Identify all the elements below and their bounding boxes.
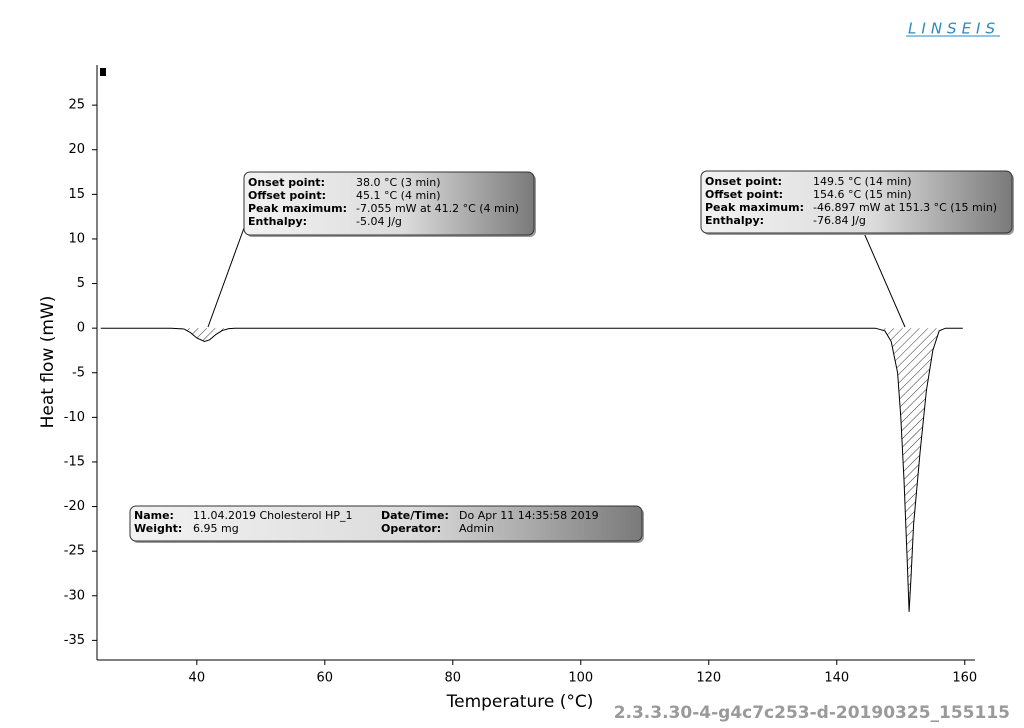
info-value: 11.04.2019 Cholesterol HP_1 xyxy=(193,509,352,522)
y-tick-label: -10 xyxy=(64,410,85,425)
x-tick-label: 60 xyxy=(317,671,334,686)
annotation-value: 149.5 °C (14 min) xyxy=(813,175,911,188)
annotation-value: 38.0 °C (3 min) xyxy=(356,176,441,189)
annotation-label: Offset point: xyxy=(248,189,326,202)
y-tick-label: -30 xyxy=(64,588,85,603)
info-label: Weight: xyxy=(134,522,182,535)
y-tick-label: 0 xyxy=(77,321,85,336)
annotation-value: 45.1 °C (4 min) xyxy=(356,189,441,202)
annotation-label: Peak maximum: xyxy=(248,202,347,215)
y-tick-label: 25 xyxy=(68,98,85,113)
info-label: Operator: xyxy=(381,522,441,535)
x-tick-label: 100 xyxy=(568,671,593,686)
info-value: 6.95 mg xyxy=(193,522,239,535)
annotation-value: -46.897 mW at 151.3 °C (15 min) xyxy=(813,201,997,214)
y-tick-label: -20 xyxy=(64,499,85,514)
version: 2.3.3.30-4-g4c7c253-d-20190325_155115 xyxy=(614,703,1010,723)
annotation-value: 154.6 °C (15 min) xyxy=(813,188,911,201)
y-tick-label: 15 xyxy=(68,187,85,202)
info-label: Date/Time: xyxy=(381,509,449,522)
x-tick-label: 40 xyxy=(189,671,206,686)
annotation-value: -5.04 J/g xyxy=(356,215,402,228)
info-value: Admin xyxy=(459,522,494,535)
annotation-label: Enthalpy: xyxy=(248,215,307,228)
peak-area xyxy=(100,328,963,612)
annotation-label: Onset point: xyxy=(705,175,782,188)
y-tick-label: 10 xyxy=(68,231,85,246)
callout-arrow xyxy=(863,232,906,328)
callout-box xyxy=(700,170,1013,234)
annotation-label: Offset point: xyxy=(705,188,783,201)
x-tick-label: 80 xyxy=(445,671,462,686)
callout-box xyxy=(243,171,535,236)
y-tick-label: -5 xyxy=(72,365,85,380)
x-tick-label: 160 xyxy=(952,671,977,686)
annotation-label: Onset point: xyxy=(248,176,325,189)
info-value: Do Apr 11 14:35:58 2019 xyxy=(459,509,599,522)
y-tick-label: 5 xyxy=(77,276,85,291)
marker xyxy=(100,68,106,76)
annotation-label: Peak maximum: xyxy=(705,201,804,214)
annotation-value: -76.84 J/g xyxy=(813,214,866,227)
info-label: Name: xyxy=(134,509,174,522)
y-tick-label: -25 xyxy=(64,544,85,559)
y-tick-label: 20 xyxy=(68,142,85,157)
x-tick-label: 120 xyxy=(696,671,721,686)
y-tick-label: -15 xyxy=(64,454,85,469)
logo: LINSEIS xyxy=(908,20,1000,38)
annotation-label: Enthalpy: xyxy=(705,214,764,227)
x-axis-label: Temperature (°C) xyxy=(446,692,594,712)
y-axis-label: Heat flow (mW) xyxy=(38,296,58,429)
annotation-value: -7.055 mW at 41.2 °C (4 min) xyxy=(356,202,519,215)
y-tick-label: -35 xyxy=(64,633,85,648)
x-tick-label: 140 xyxy=(824,671,849,686)
callout-box xyxy=(129,505,643,542)
callout-arrow xyxy=(207,227,245,328)
curve xyxy=(100,327,963,612)
